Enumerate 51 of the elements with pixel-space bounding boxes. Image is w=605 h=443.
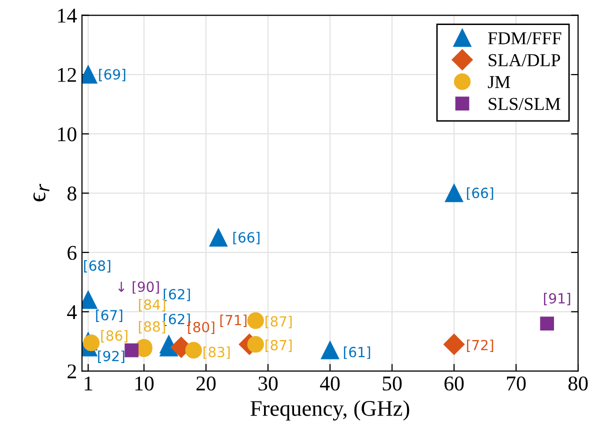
x-axis-title: Frequency, (GHz): [250, 400, 410, 421]
point: [445, 184, 464, 202]
annotation: [92]: [98, 350, 124, 363]
annotation: [84]: [138, 299, 166, 312]
annotation: [66]: [233, 232, 260, 244]
annotation: [71]: [220, 314, 246, 327]
annotation: [62]: [164, 288, 190, 302]
y-tick-label: 4: [67, 305, 77, 319]
point: [247, 336, 264, 353]
annotation: [88]: [138, 321, 166, 334]
annotation: [72]: [466, 340, 494, 352]
point: [185, 342, 202, 359]
point: [124, 343, 139, 358]
point: [247, 312, 264, 329]
y-tick-label: 8: [67, 186, 76, 201]
legend-label: JM: [488, 76, 510, 88]
y-tick-label: 6: [68, 246, 76, 260]
annotation: [87]: [266, 340, 292, 352]
legend-label: FDM/FFF: [488, 32, 562, 44]
y-axis-title: ϵ$_{r}$: [33, 184, 50, 202]
x-tick-label: 60: [444, 376, 464, 391]
annotation: [69]: [99, 68, 126, 82]
annotation: ↓ [90]: [118, 281, 159, 294]
point: [82, 334, 100, 352]
y-tick-label: 12: [58, 68, 76, 82]
x-tick-label: 20: [196, 376, 216, 391]
y-tick-label: 10: [58, 127, 76, 142]
point: [444, 334, 465, 355]
point: [321, 341, 340, 360]
x-tick-label: 50: [382, 376, 402, 391]
annotation: [61]: [344, 346, 370, 359]
annotation: [67]: [96, 310, 122, 322]
x-tick-label: 80: [568, 376, 588, 391]
point: [540, 316, 554, 331]
annotation: [83]: [204, 346, 230, 359]
annotation: [68]: [84, 260, 110, 273]
legend-label: SLA/DLP: [488, 54, 560, 66]
annotation: [86]: [101, 330, 128, 343]
x-tick-label: 1: [84, 376, 92, 390]
y-tick-label: 2: [68, 364, 76, 378]
annotation: [66]: [466, 187, 494, 200]
x-tick-label: 40: [320, 376, 340, 391]
annotation: [80]: [188, 322, 214, 334]
annotation: [91]: [544, 292, 570, 306]
legend-label: SLS/SLM: [488, 98, 560, 110]
x-tick-label: 30: [258, 376, 278, 391]
y-tick-label: 14: [58, 8, 77, 23]
annotation: [87]: [266, 316, 292, 328]
x-tick-label: 10: [135, 376, 154, 391]
point: [209, 228, 228, 247]
x-tick-label: 70: [507, 376, 526, 391]
